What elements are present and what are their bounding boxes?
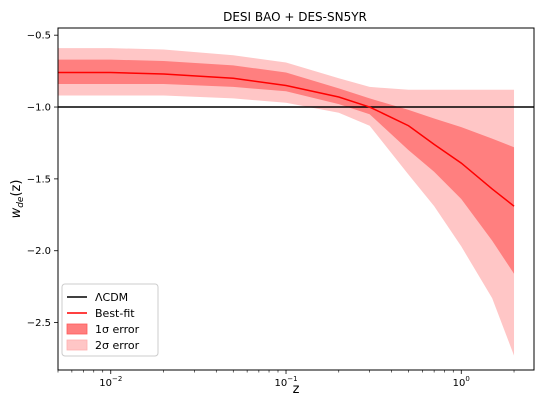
legend: ΛCDM Best-fit 1σ error 2σ error	[61, 283, 159, 357]
y-axis-label: wde(z)	[9, 180, 26, 219]
y-axis-ticks: −0.5 −1.0 −1.5 −2.0 −2.5	[27, 31, 58, 329]
legend-label: Best-fit	[95, 307, 135, 320]
legend-swatch	[66, 323, 88, 335]
x-axis-label: z	[293, 382, 300, 397]
legend-label: 1σ error	[95, 323, 140, 336]
y-tick-label: −2.5	[27, 318, 51, 329]
band-1sigma	[58, 59, 515, 274]
legend-label: 2σ error	[95, 339, 140, 352]
y-tick-label: −0.5	[27, 31, 51, 42]
y-axis-label-argument: (z)	[9, 180, 24, 197]
legend-box	[61, 283, 159, 357]
y-tick-label: −2.0	[27, 246, 51, 257]
best-fit-line	[58, 71, 515, 207]
legend-swatch	[66, 339, 88, 351]
y-axis-label-symbol: w	[9, 207, 24, 218]
chart-title: DESI BAO + DES-SN5YR	[223, 10, 367, 24]
x-axis-ticks: 10−2 10−1 100	[57, 370, 515, 389]
y-tick-label: −1.5	[27, 174, 51, 185]
x-tick-label: 100	[453, 375, 470, 389]
x-tick-label: 10−2	[99, 375, 122, 389]
plot-bands	[58, 48, 515, 356]
y-axis-label-subscript: de	[16, 196, 26, 208]
axes-frame	[57, 27, 535, 371]
x-tick-label: 10−1	[274, 375, 297, 389]
plot-lines	[58, 71, 534, 207]
y-tick-label: −1.0	[27, 103, 51, 114]
legend-label: ΛCDM	[95, 291, 128, 304]
